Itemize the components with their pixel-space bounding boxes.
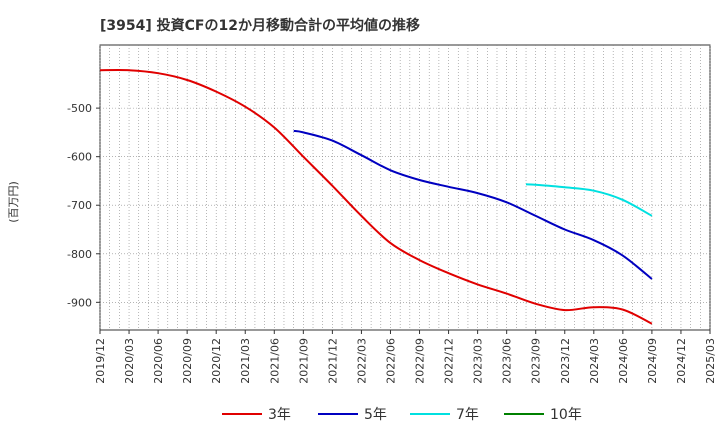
x-tick-label: 2023/12 xyxy=(559,338,572,384)
x-tick-label: 2024/03 xyxy=(588,338,601,384)
x-tick-label: 2023/06 xyxy=(501,338,514,384)
series-line-1 xyxy=(293,129,653,280)
x-tick-label: 2022/12 xyxy=(443,338,456,384)
legend: 3年 5年 7年 10年 xyxy=(222,407,582,423)
x-tick-label: 2020/09 xyxy=(181,338,194,384)
x-tick-label: 2022/03 xyxy=(355,338,368,384)
x-tick-label: 2020/03 xyxy=(123,338,136,384)
x-tick-label: 2019/12 xyxy=(94,338,107,384)
y-tick-label: -800 xyxy=(67,248,92,261)
y-tick-label: -500 xyxy=(67,102,92,115)
series-line-2 xyxy=(525,183,653,217)
grid-lines xyxy=(99,45,711,330)
chart-title: [3954] 投資CFの12か月移動合計の平均値の推移 xyxy=(100,17,420,34)
x-tick-label: 2024/06 xyxy=(617,338,630,384)
y-tick-label: -900 xyxy=(67,296,92,309)
y-axis-label: (百万円) xyxy=(7,181,20,223)
x-axis-ticks: 2019/12 2020/03 2020/06 2020/09 2020/12 2021/… xyxy=(94,330,717,384)
x-tick-label: 2022/06 xyxy=(384,338,397,384)
x-tick-label: 2024/12 xyxy=(675,338,688,384)
y-tick-label: -700 xyxy=(67,199,92,212)
x-tick-label: 2020/06 xyxy=(152,338,165,384)
x-tick-label: 2024/09 xyxy=(646,338,659,384)
series-lines xyxy=(99,69,653,325)
x-tick-label: 2021/09 xyxy=(297,338,310,384)
legend-label-1: 5年 xyxy=(364,407,387,423)
legend-label-0: 3年 xyxy=(268,407,291,423)
x-tick-label: 2020/12 xyxy=(210,338,223,384)
x-tick-label: 2021/06 xyxy=(268,338,281,384)
y-axis-ticks: -500 -600 -700 -800 -900 xyxy=(67,102,100,309)
legend-label-2: 7年 xyxy=(456,407,479,423)
series-line-0 xyxy=(99,69,653,325)
x-tick-label: 2021/12 xyxy=(326,338,339,384)
y-tick-label: -600 xyxy=(67,151,92,164)
x-tick-label: 2025/03 xyxy=(704,338,717,384)
x-tick-label: 2021/03 xyxy=(239,338,252,384)
plot-area xyxy=(99,44,711,331)
x-tick-label: 2023/09 xyxy=(530,338,543,384)
legend-label-3: 10年 xyxy=(550,407,582,423)
x-tick-label: 2023/03 xyxy=(472,338,485,384)
x-tick-label: 2022/09 xyxy=(414,338,427,384)
